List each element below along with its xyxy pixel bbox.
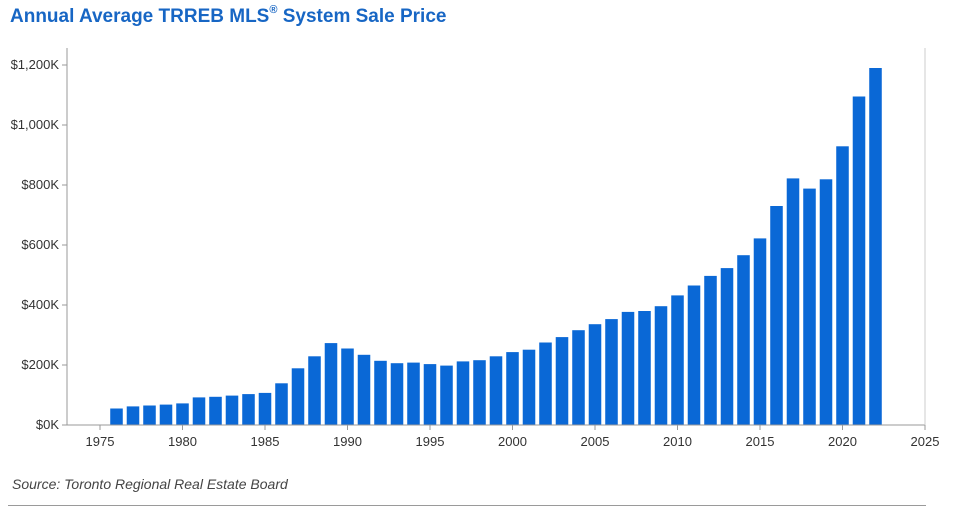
x-tick-label: 2015: [746, 434, 775, 449]
x-tick-label: 1985: [251, 434, 280, 449]
bar-2011: [687, 285, 701, 425]
bar-1996: [440, 365, 453, 425]
bar-2002: [539, 342, 552, 425]
bar-2013: [720, 268, 734, 425]
y-tick-label: $0K: [36, 417, 59, 432]
y-tick-label: $400K: [21, 297, 59, 312]
y-tick-label: $200K: [21, 357, 59, 372]
title-rest: System Sale Price: [277, 6, 447, 27]
bar-2012: [704, 275, 717, 425]
source-note: Source: Toronto Regional Real Estate Boa…: [12, 476, 288, 492]
bar-1986: [275, 383, 288, 425]
bar-1991: [357, 354, 371, 425]
y-axis: $0K $200K $400K $600K $800K $1,000K $1,200K: [11, 57, 67, 432]
bar-2021: [852, 96, 866, 425]
bar-2010: [671, 295, 684, 425]
x-tick-label: 1995: [416, 434, 445, 449]
bottom-rule: [8, 505, 926, 506]
registered-mark: ®: [269, 4, 278, 16]
bar-2008: [638, 311, 651, 425]
bar-2000: [506, 352, 519, 425]
bar-1984: [242, 394, 255, 425]
bar-1982: [209, 396, 222, 425]
bar-1979: [159, 404, 173, 425]
chart-title: Annual Average TRREB MLS® System Sale Pr…: [10, 4, 447, 28]
bar-1993: [390, 363, 404, 425]
x-tick-label: 2000: [498, 434, 527, 449]
bar-1994: [407, 362, 420, 425]
bar-1987: [291, 368, 305, 425]
bar-1992: [374, 360, 387, 425]
bar-1995: [423, 364, 437, 425]
x-axis: 1975 1980 1985 1990 1995 2000 2005 2010 2015 2020…: [86, 425, 940, 449]
bar-1980: [176, 403, 189, 425]
bar-1989: [324, 343, 338, 425]
bar-chart: $0K $200K $400K $600K $800K $1,000K $1,200K 19…: [11, 48, 940, 449]
y-tick-label: $1,200K: [11, 57, 60, 72]
bar-2016: [770, 206, 783, 425]
x-tick-label: 1990: [333, 434, 362, 449]
x-tick-label: 2020: [828, 434, 857, 449]
plot-frame: [66, 48, 926, 426]
bar-1990: [341, 348, 354, 425]
bar-2020: [836, 146, 849, 426]
bar-1988: [308, 356, 321, 425]
x-tick-label: 1980: [168, 434, 197, 449]
bar-2005: [588, 324, 602, 425]
bar-2001: [522, 349, 536, 425]
bar-1997: [456, 361, 470, 425]
bar-2017: [786, 178, 800, 425]
bar-1998: [473, 360, 486, 425]
bar-2019: [819, 179, 833, 425]
bar-2009: [654, 306, 668, 425]
bar-1978: [143, 405, 156, 425]
bar-1999: [489, 356, 503, 425]
bar-1976: [110, 408, 123, 425]
x-tick-label: 2010: [663, 434, 692, 449]
bar-2007: [621, 311, 635, 425]
x-tick-label: 2005: [581, 434, 610, 449]
bar-1985: [258, 392, 272, 425]
title-main: Annual Average TRREB MLS: [10, 6, 270, 27]
x-tick-label: 2025: [911, 434, 940, 449]
y-tick-label: $1,000K: [11, 117, 60, 132]
bar-1977: [126, 406, 140, 425]
bar-2015: [753, 238, 767, 425]
bar-1981: [192, 397, 206, 425]
bar-2014: [737, 255, 750, 425]
bars: [110, 68, 882, 426]
bar-2018: [803, 188, 816, 425]
y-tick-label: $800K: [21, 177, 59, 192]
bar-1983: [225, 395, 239, 425]
bar-2022: [869, 68, 882, 425]
y-tick-label: $600K: [21, 237, 59, 252]
bar-2003: [555, 337, 569, 425]
bar-2006: [605, 319, 618, 425]
x-tick-label: 1975: [86, 434, 115, 449]
bar-2004: [572, 330, 585, 425]
